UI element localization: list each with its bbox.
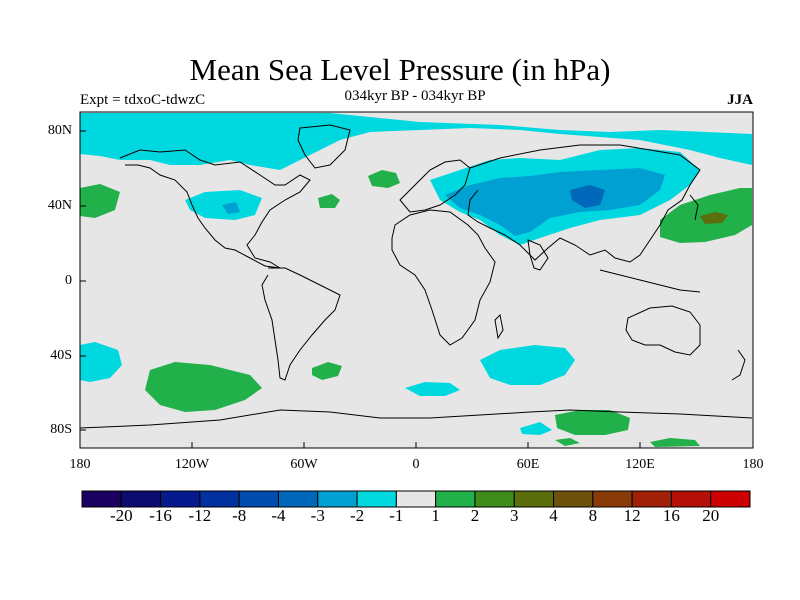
colorbar-swatch bbox=[277, 490, 319, 508]
colorbar-label: -8 bbox=[232, 506, 247, 525]
colorbar-label: -1 bbox=[389, 506, 404, 525]
india-coast bbox=[527, 239, 549, 271]
colorbar-label: 1 bbox=[431, 506, 440, 525]
longitude-label: 120W bbox=[174, 457, 210, 472]
colorbar-label: -2 bbox=[349, 506, 365, 525]
new-zealand-coast bbox=[731, 349, 746, 381]
colorbar-label: -4 bbox=[271, 506, 286, 525]
colorbar-label: 3 bbox=[509, 506, 519, 525]
colorbar-label: 2 bbox=[470, 506, 480, 525]
antarctic-high bbox=[555, 410, 630, 435]
colorbar-swatch bbox=[317, 490, 358, 508]
colorbar-swatch bbox=[474, 490, 515, 508]
strong-positive-region bbox=[700, 212, 728, 224]
antarctic-high-east bbox=[650, 438, 700, 447]
greenland-coast bbox=[297, 124, 351, 169]
colorbar-label: 8 bbox=[588, 506, 598, 525]
colorbar-swatch bbox=[81, 490, 122, 508]
axis-ticks bbox=[79, 130, 754, 448]
colorbar-label: 4 bbox=[549, 506, 558, 525]
colorbar bbox=[81, 490, 751, 508]
north-pacific-low bbox=[80, 123, 115, 155]
south-america-coast bbox=[261, 267, 341, 381]
colorbar-label: 12 bbox=[623, 506, 641, 525]
longitude-label: 0 bbox=[412, 457, 420, 472]
colorbar-label: 16 bbox=[662, 506, 680, 525]
longitude-label: 60W bbox=[290, 457, 318, 472]
colorbar-swatch bbox=[435, 490, 476, 508]
colorbar-swatch bbox=[356, 490, 397, 508]
colorbar-swatch bbox=[199, 490, 240, 508]
colorbar-label: -12 bbox=[188, 506, 212, 525]
atlantic-subtropical-high bbox=[318, 194, 340, 208]
south-atlantic-low bbox=[405, 382, 460, 396]
japan-coast bbox=[689, 194, 699, 221]
madagascar-coast bbox=[494, 313, 504, 340]
coastlines bbox=[79, 124, 753, 429]
stronger-negative-regions bbox=[222, 168, 665, 236]
latitude-label: 80N bbox=[47, 123, 72, 138]
season-label: JJA bbox=[727, 92, 753, 108]
map-subtitle: 034kyr BP - 034kyr BP bbox=[344, 88, 486, 104]
longitude-label: 180 bbox=[742, 457, 764, 472]
colorbar-label: -20 bbox=[109, 506, 133, 525]
south-pacific-low bbox=[80, 342, 122, 382]
longitude-label: 120E bbox=[625, 457, 655, 472]
colorbar-swatch bbox=[238, 490, 279, 508]
latitude-label: 80S bbox=[50, 422, 72, 437]
north-pacific-west-high bbox=[80, 184, 120, 218]
colorbar-label: -16 bbox=[149, 506, 172, 525]
colorbar-swatch bbox=[513, 490, 555, 508]
colorbar-swatch bbox=[670, 490, 712, 508]
experiment-label: Expt = tdxoC-tdwzC bbox=[80, 92, 206, 108]
colorbar-swatch bbox=[395, 490, 437, 508]
north-pacific-east-low bbox=[740, 150, 752, 162]
latitude-label: 40S bbox=[50, 348, 72, 363]
australia-coast bbox=[625, 305, 701, 356]
colorbar-swatch bbox=[553, 490, 594, 508]
colorbar-swatch bbox=[160, 490, 201, 508]
colorbar-label: 20 bbox=[702, 506, 720, 525]
south-atlantic-high bbox=[312, 362, 342, 380]
indonesia-coast bbox=[599, 269, 701, 293]
longitude-label: 60E bbox=[516, 457, 540, 472]
longitude-label: 180 bbox=[69, 457, 91, 472]
latitude-label: 0 bbox=[65, 273, 72, 288]
south-indian-low bbox=[480, 345, 575, 385]
north-america-coast bbox=[119, 149, 311, 269]
south-pacific-high bbox=[145, 362, 262, 412]
latitude-label: 40N bbox=[47, 198, 72, 213]
colorbar-swatch bbox=[592, 490, 633, 508]
antarctic-low bbox=[520, 422, 552, 435]
arctic-low-region bbox=[80, 113, 752, 170]
antarctic-high-small bbox=[555, 438, 580, 446]
colorbar-swatch bbox=[710, 490, 751, 508]
africa-coast bbox=[391, 209, 496, 346]
asia-coast bbox=[467, 144, 701, 263]
north-atlantic-high bbox=[368, 170, 400, 188]
strongest-negative-regions bbox=[570, 185, 605, 208]
colorbar-swatch bbox=[631, 490, 672, 508]
colorbar-label: -3 bbox=[310, 506, 325, 525]
map-title: Mean Sea Level Pressure (in hPa) bbox=[189, 52, 611, 87]
antarctica-coast bbox=[79, 409, 753, 429]
colorbar-swatch bbox=[120, 490, 162, 508]
